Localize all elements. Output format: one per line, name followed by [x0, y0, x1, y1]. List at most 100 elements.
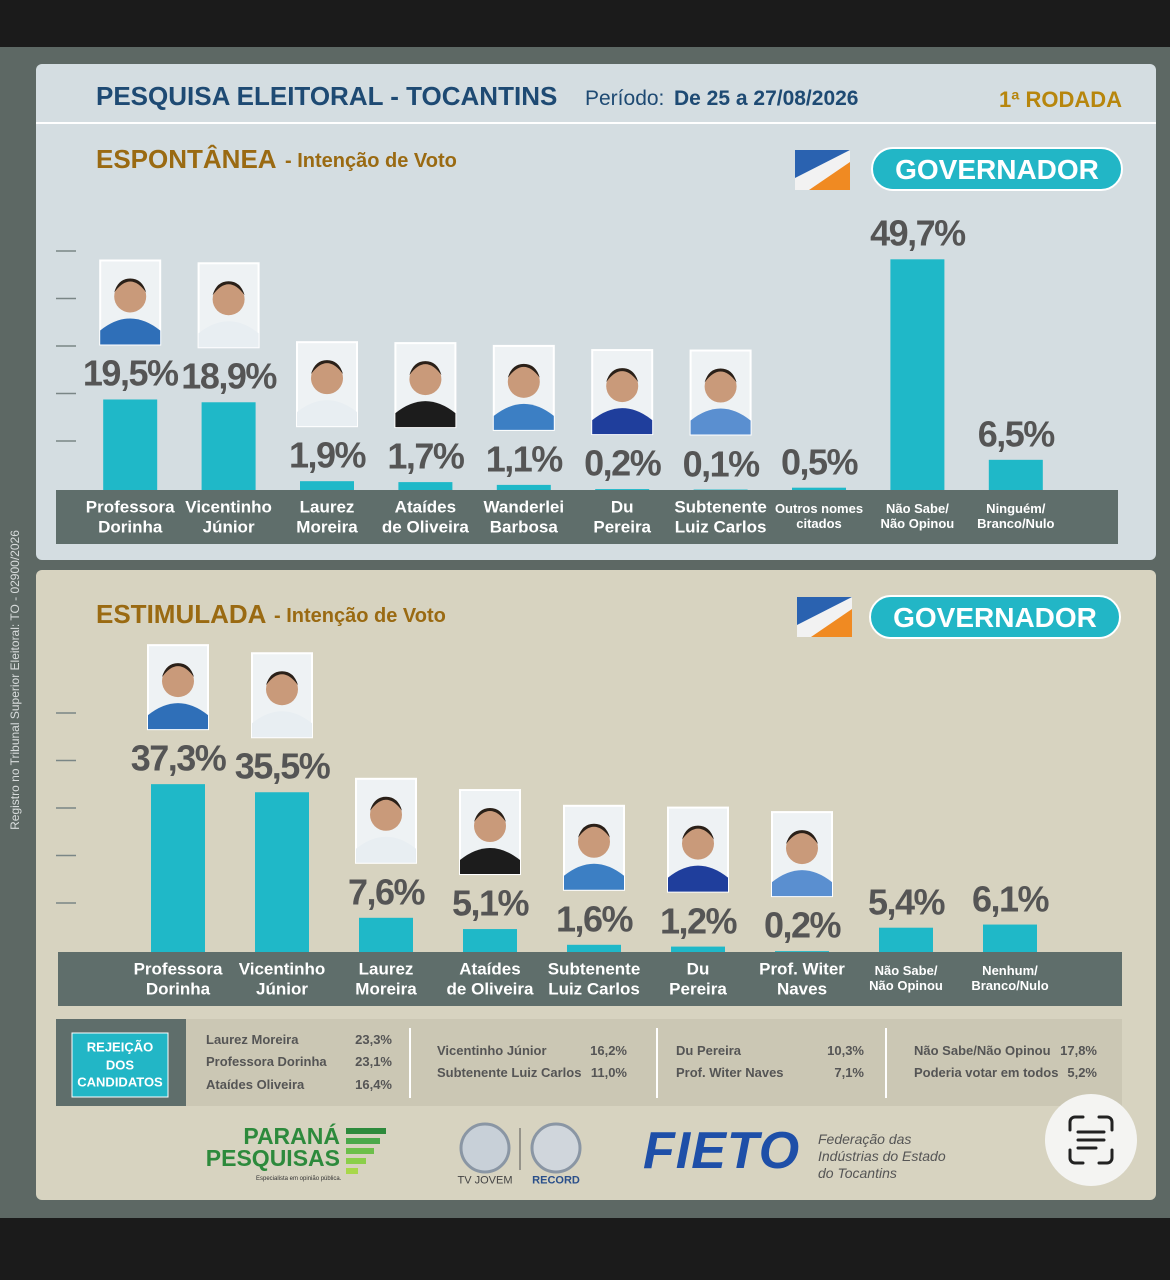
photo-hair	[578, 823, 610, 838]
category-strip	[58, 952, 1122, 1006]
photo-head	[786, 832, 818, 865]
rejection-name: Subtenente Luiz Carlos	[437, 1064, 582, 1080]
value-label: 6,1%	[971, 877, 1050, 919]
badge: GOVERNADOR	[895, 153, 1099, 185]
top-bar	[0, 0, 1170, 47]
rejection-value: 7,1%	[834, 1064, 864, 1080]
value-label: 49,7%	[870, 212, 966, 254]
candidate-photo	[394, 342, 457, 429]
photo-body	[668, 865, 728, 892]
state-flag	[795, 150, 850, 190]
chart-subtitle: - Intenção de Voto	[274, 605, 446, 627]
rejection-name: Ataídes Oliveira	[206, 1076, 305, 1092]
rejection-value: 16,4%	[355, 1076, 392, 1092]
rejection-value: 17,8%	[1060, 1043, 1097, 1059]
rejection-value: 11,0%	[590, 1064, 627, 1080]
photo-head	[606, 370, 639, 403]
candidate-photo	[591, 349, 654, 436]
candidate-photo	[197, 262, 260, 349]
rejection-name: Du Pereira	[676, 1043, 742, 1059]
category-label: Laurez Moreira	[355, 959, 417, 998]
category-label: Vicentinho Júnior	[238, 959, 326, 998]
bar	[398, 482, 453, 490]
candidate-photo	[563, 804, 625, 891]
bar	[255, 792, 309, 952]
candidate-photo	[459, 789, 521, 876]
state-flag	[797, 597, 852, 637]
category-label: Laurez Moreira	[296, 497, 358, 536]
fieto-fullname: Federação das Indústrias do Estado do To…	[818, 1131, 946, 1181]
photo-hair	[212, 281, 245, 296]
rejection-value: 16,2%	[590, 1043, 627, 1059]
value-label: 5,1%	[451, 882, 530, 924]
value-label: 18,9%	[181, 355, 277, 397]
badge: GOVERNADOR	[893, 601, 1097, 633]
panel-spontaneous	[36, 64, 1156, 560]
photo-hair	[409, 361, 442, 376]
category-label: Não Sabe/ Não Opinou	[880, 501, 955, 531]
value-label: 1,1%	[485, 438, 564, 480]
candidate-photo	[99, 259, 162, 346]
photo-body	[395, 401, 456, 428]
photo-body	[592, 408, 653, 435]
candidate-photo	[355, 777, 417, 864]
bar	[671, 946, 725, 952]
bar	[359, 917, 413, 952]
category-label: Du Pereira	[593, 497, 652, 536]
photo-body	[772, 870, 832, 897]
photo-hair	[474, 808, 506, 823]
photo-head	[578, 825, 610, 858]
record-name: RECORD	[532, 1174, 580, 1187]
scan-button[interactable]	[1045, 1094, 1137, 1186]
tvjovem-logo	[459, 1122, 511, 1174]
category-label: Ataídes de Oliveira	[381, 497, 469, 536]
bar	[792, 487, 846, 490]
photo-hair	[311, 360, 343, 375]
photo-head	[507, 365, 540, 398]
bar	[595, 489, 650, 490]
bar	[988, 459, 1043, 490]
tvjovem-name: TV JOVEM	[457, 1174, 513, 1187]
chart-title: ESTIMULADA	[96, 599, 267, 629]
photo-body	[690, 408, 751, 435]
category-label: Outros nomes citados	[774, 501, 864, 531]
photo-hair	[704, 368, 737, 383]
candidate-photo	[147, 644, 209, 731]
photo-body	[564, 863, 624, 890]
photo-body	[198, 321, 259, 348]
rejection-name: Laurez Moreira	[206, 1031, 299, 1047]
photo-head	[370, 798, 402, 831]
category-label: Nenhum/ Branco/Nulo	[971, 963, 1049, 993]
value-label: 0,1%	[682, 442, 761, 484]
badge-bg	[871, 147, 1123, 191]
bar	[775, 951, 829, 952]
rejection-name: Poderia votar em todos	[914, 1064, 1059, 1080]
category-label: Subtenente Luiz Carlos	[547, 959, 641, 998]
rejection-name: Prof. Witer Naves	[676, 1064, 784, 1080]
parana-logo-mark	[346, 1128, 386, 1174]
category-label: Ninguém/ Branco/Nulo	[977, 501, 1055, 531]
photo-head	[409, 363, 442, 396]
photo-body	[252, 711, 312, 738]
flag-blue	[797, 597, 852, 625]
bar	[151, 784, 205, 952]
category-label: Professora Dorinha	[133, 959, 223, 998]
category-label: Professora Dorinha	[85, 497, 175, 536]
photo-head	[682, 827, 714, 860]
photo-head	[474, 810, 506, 843]
value-label: 19,5%	[82, 352, 179, 394]
bottom-bar	[0, 1218, 1170, 1280]
bar	[890, 259, 945, 490]
photo-hair	[114, 278, 147, 293]
rejection-title: REJEIÇÃO DOS CANDIDATOS	[77, 1039, 163, 1090]
header-title: PESQUISA ELEITORAL - TOCANTINS	[96, 81, 558, 111]
photo-body	[356, 836, 416, 863]
photo-head	[212, 283, 245, 316]
candidate-photo	[771, 811, 833, 898]
category-label: Ataídes de Oliveira	[446, 959, 534, 998]
side-note: Registro no Tribunal Superior Eleitoral:…	[8, 530, 23, 830]
value-label: 6,5%	[977, 413, 1056, 455]
bar	[463, 929, 517, 952]
photo-head	[162, 665, 194, 698]
